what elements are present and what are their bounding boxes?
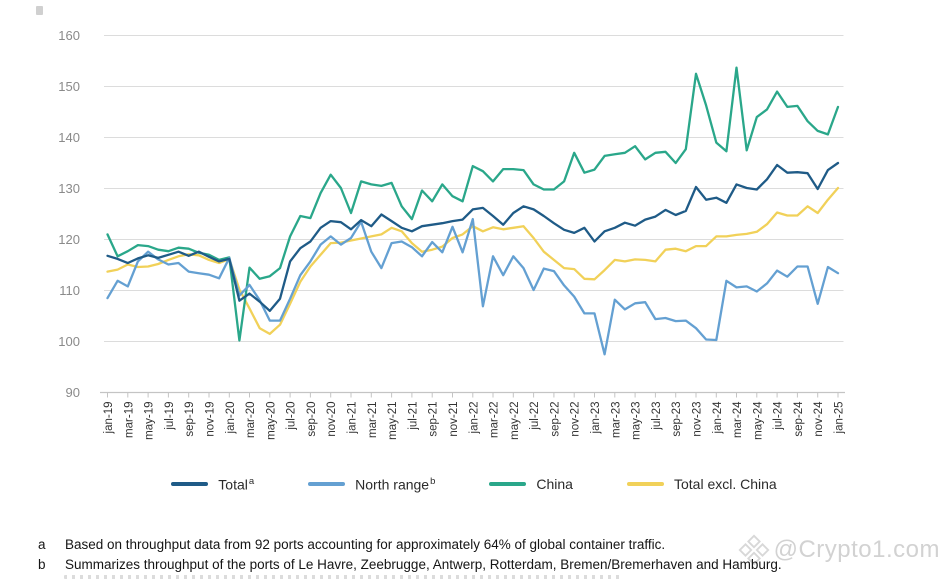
legend-label-total-excl-china: Total excl. China <box>673 476 777 492</box>
x-axis-label: sep-23 <box>671 402 683 437</box>
x-axis-label: jul-20 <box>286 402 298 431</box>
x-axis-label: sep-19 <box>184 402 196 437</box>
x-axis-label: jan-21 <box>347 402 359 435</box>
series-line-total <box>106 161 840 313</box>
y-axis-label: 120 <box>58 232 80 247</box>
watermark: @Crypto1.com <box>737 533 940 567</box>
x-axis-label: jul-24 <box>773 401 785 431</box>
x-axis-label: mar-22 <box>489 402 501 438</box>
x-axis-label: may-20 <box>265 402 277 440</box>
line-chart-canvas: 90 100 110 120 130 140 150 160 jan-19 mar-19 may-1… <box>58 28 846 440</box>
legend-item-china: China <box>489 476 573 492</box>
x-axis-label: jul-19 <box>164 402 176 431</box>
x-axis-label: sep-20 <box>306 402 318 437</box>
legend-swatch-north-range <box>308 482 346 486</box>
x-axis-label: mar-20 <box>245 402 257 438</box>
footnote-a-marker: a <box>38 537 46 552</box>
x-axis-label: may-22 <box>509 402 521 440</box>
legend-item-north-range: North rangeb <box>308 475 436 493</box>
legend-item-total: Totala <box>171 475 255 493</box>
y-axis-label: 110 <box>59 283 80 298</box>
x-axis-label: mar-21 <box>367 402 379 438</box>
x-axis-label: nov-21 <box>448 402 460 437</box>
x-axis-label: sep-24 <box>793 401 805 437</box>
legend-item-total-excl-china: Total excl. China <box>626 476 777 492</box>
x-axis-label: may-23 <box>631 402 643 440</box>
x-axis-label: jul-22 <box>529 402 541 431</box>
cutoff-text-row <box>64 575 624 579</box>
x-axis-label: mar-24 <box>732 401 744 438</box>
legend-swatch-total-excl-china <box>626 482 664 486</box>
y-axis-label: 150 <box>58 79 80 94</box>
x-axis-label: jan-19 <box>103 402 115 435</box>
legend-swatch-total <box>171 482 209 486</box>
x-axis-label: jan-23 <box>590 402 602 435</box>
y-axis-label: 140 <box>58 130 80 145</box>
watermark-text: @Crypto1.com <box>773 536 940 563</box>
chart-footnotes: a Based on throughput data from 92 ports… <box>38 535 918 575</box>
x-axis-label: mar-19 <box>123 402 135 438</box>
x-axis-label: jan-24 <box>712 401 724 435</box>
x-axis-label: sep-22 <box>549 402 561 437</box>
x-axis-label: nov-22 <box>570 402 582 437</box>
x-axis-label: sep-21 <box>428 402 440 437</box>
y-axis-label: 100 <box>58 334 80 349</box>
x-axis-label: jul-23 <box>651 402 663 431</box>
footnote-b-marker: b <box>38 557 46 572</box>
series-line-china <box>106 66 840 342</box>
legend-label-china: China <box>536 476 573 492</box>
x-axis-label: may-21 <box>387 402 399 440</box>
legend-superscript-north-range: b <box>430 475 436 487</box>
x-axis-label: may-24 <box>752 401 764 440</box>
legend-label-north-range: North rangeb <box>355 475 436 493</box>
legend-label-total: Totala <box>218 475 255 493</box>
x-axis-label: nov-23 <box>692 402 704 437</box>
chart-legend: Totala North rangeb China Total excl. China <box>0 471 948 497</box>
x-axis-label: mar-23 <box>610 402 622 438</box>
footnote-b: b Summarizes throughput of the ports of … <box>38 555 918 575</box>
x-axis-label: jan-25 <box>834 402 846 435</box>
x-axis-label: jan-22 <box>468 402 480 435</box>
x-axis-label: nov-19 <box>205 402 217 437</box>
footnote-a: a Based on throughput data from 92 ports… <box>38 535 918 555</box>
ornament-diamond-icon <box>738 534 770 566</box>
x-axis-label: nov-24 <box>813 401 825 437</box>
y-axis-label: 130 <box>58 181 80 196</box>
y-axis-label: 160 <box>58 28 80 43</box>
footnote-b-text: Summarizes throughput of the ports of Le… <box>65 557 782 572</box>
footnote-a-text: Based on throughput data from 92 ports a… <box>65 537 666 552</box>
x-axis-label: may-19 <box>144 402 156 440</box>
legend-swatch-china <box>489 482 527 486</box>
x-axis-label: jul-21 <box>407 402 419 431</box>
x-axis-label: jan-20 <box>225 402 237 435</box>
screenshot-artifact-mark <box>36 6 43 15</box>
x-axis-label: nov-20 <box>326 402 338 437</box>
y-axis-label: 90 <box>66 385 80 400</box>
legend-superscript-total: a <box>248 475 255 487</box>
